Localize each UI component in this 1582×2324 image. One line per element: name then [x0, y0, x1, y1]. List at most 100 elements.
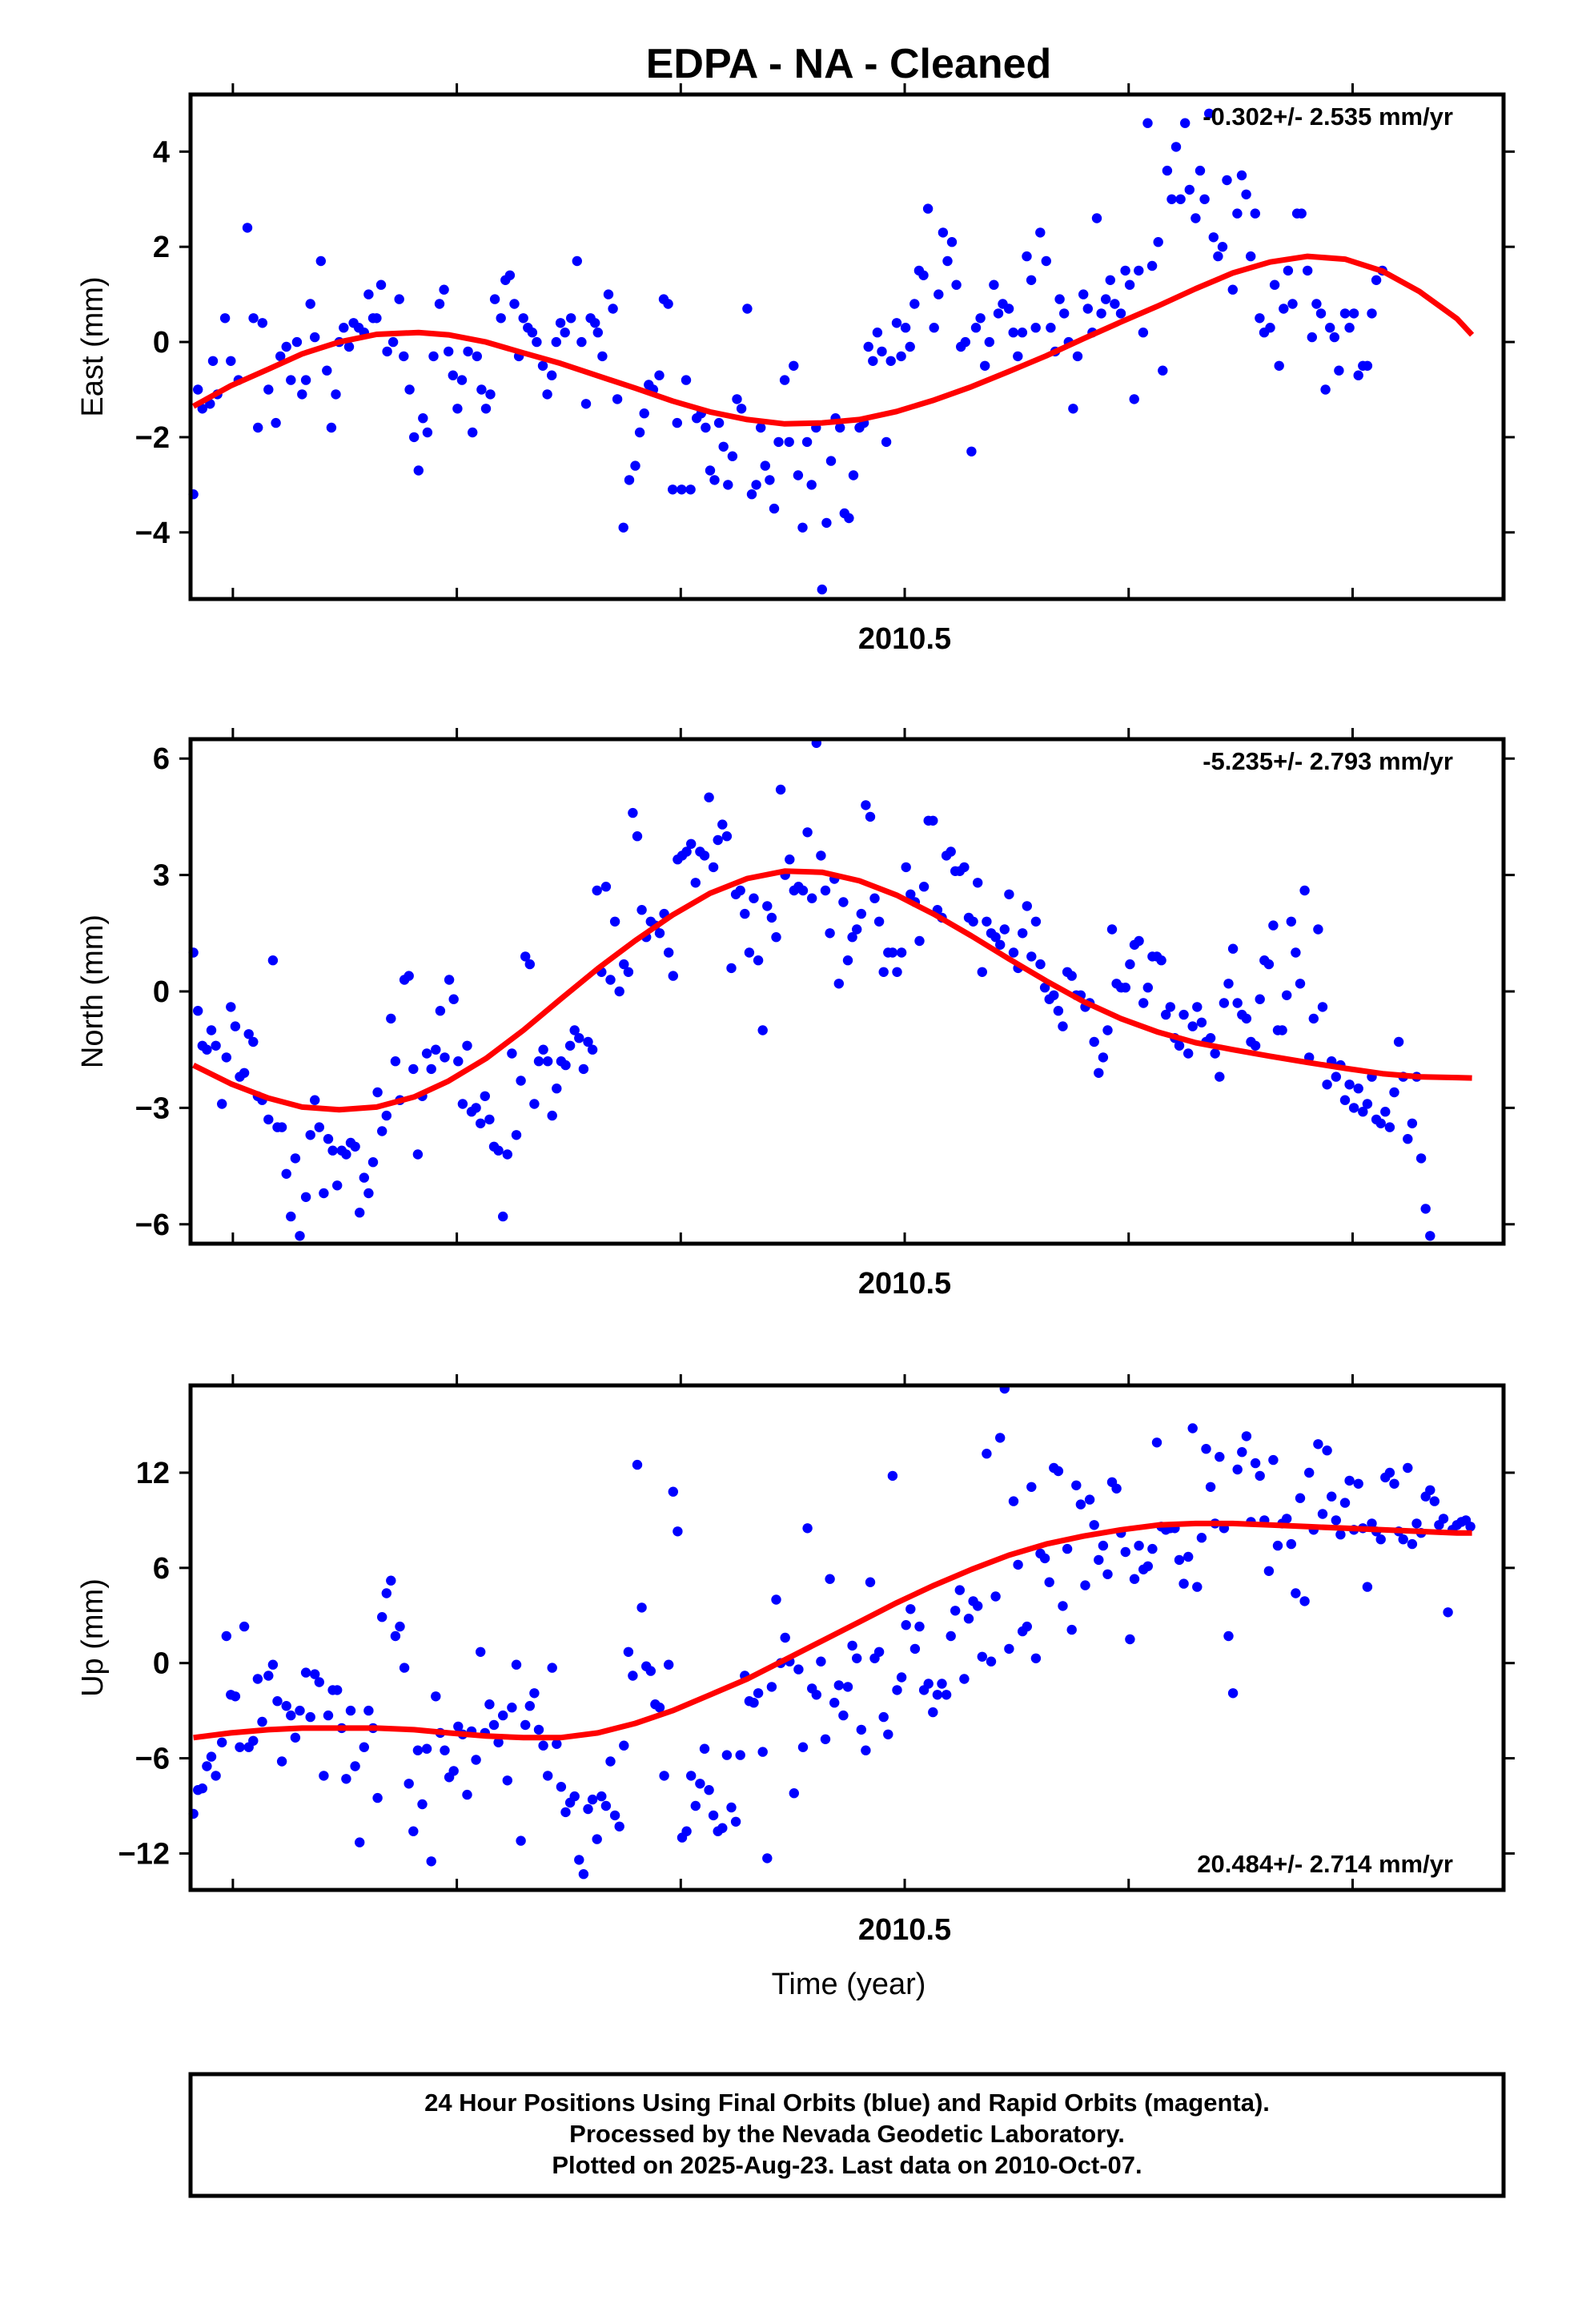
- data-point-north-212: [1142, 983, 1154, 993]
- data-point-north-216: [1161, 1009, 1171, 1020]
- data-point-up-113: [699, 1743, 710, 1754]
- data-point-east-201: [1158, 365, 1168, 376]
- data-point-up-109: [681, 1826, 692, 1836]
- data-point-north-28: [319, 1188, 329, 1199]
- data-point-north-63: [476, 1118, 486, 1129]
- data-point-up-181: [1004, 1643, 1014, 1655]
- data-point-east-98: [677, 485, 687, 495]
- data-point-east-7: [226, 356, 236, 366]
- data-point-east-189: [1101, 294, 1111, 304]
- data-point-up-192: [1053, 1466, 1064, 1477]
- data-point-up-80: [552, 1739, 562, 1749]
- data-point-east-173: [1026, 275, 1037, 285]
- footer-line-1: 24 Hour Positions Using Final Orbits (bl…: [424, 2089, 1270, 2117]
- data-point-east-140: [872, 328, 883, 338]
- data-point-north-22: [290, 1153, 301, 1164]
- footer-line-3: Plotted on 2025-Aug-23. Last data on 201…: [552, 2151, 1142, 2179]
- data-point-up-209: [1129, 1574, 1140, 1584]
- data-point-east-51: [452, 404, 463, 414]
- data-point-north-78: [543, 1056, 553, 1067]
- data-point-up-149: [861, 1745, 871, 1755]
- data-point-up-246: [1295, 1493, 1306, 1503]
- data-point-east-76: [572, 255, 582, 267]
- data-point-up-69: [502, 1775, 512, 1786]
- data-point-east-168: [1003, 304, 1014, 314]
- data-point-north-215: [1156, 955, 1166, 966]
- data-point-north-76: [533, 1056, 544, 1067]
- data-point-north-234: [1241, 1013, 1252, 1024]
- data-point-east-85: [612, 394, 623, 404]
- data-point-up-278: [1438, 1514, 1449, 1524]
- data-point-east-23: [315, 255, 326, 267]
- data-point-north-20: [281, 1168, 291, 1180]
- data-point-north-129: [771, 932, 781, 943]
- data-point-north-23: [295, 1231, 305, 1241]
- data-point-north-60: [462, 1040, 472, 1051]
- data-point-up-31: [332, 1685, 343, 1695]
- data-point-up-86: [578, 1869, 589, 1880]
- data-point-north-161: [914, 935, 925, 947]
- plot-frame-east: [188, 92, 1506, 601]
- data-point-up-5: [211, 1771, 221, 1781]
- data-point-up-91: [600, 1800, 612, 1811]
- data-point-east-233: [1307, 332, 1318, 343]
- data-point-up-107: [673, 1526, 683, 1537]
- data-point-north-16: [263, 1114, 274, 1125]
- data-point-north-270: [1403, 1134, 1413, 1144]
- data-point-north-39: [367, 1157, 379, 1168]
- data-point-up-93: [609, 1810, 620, 1821]
- data-point-up-195: [1066, 1624, 1077, 1635]
- data-point-east-164: [984, 336, 995, 348]
- y-tick-label-east-2: 0: [153, 326, 170, 360]
- data-point-east-129: [821, 517, 832, 529]
- data-point-north-187: [1030, 916, 1042, 927]
- data-point-north-84: [569, 1025, 580, 1035]
- data-point-north-106: [668, 971, 678, 981]
- data-point-north-49: [412, 1149, 424, 1160]
- data-point-east-234: [1311, 299, 1322, 309]
- data-point-north-58: [453, 1056, 464, 1067]
- data-point-up-156: [892, 1685, 902, 1695]
- data-point-east-81: [592, 328, 603, 338]
- data-point-north-99: [636, 905, 647, 915]
- data-point-north-202: [1098, 1052, 1109, 1063]
- data-point-east-41: [404, 384, 415, 395]
- data-point-up-134: [793, 1664, 804, 1675]
- data-point-east-194: [1124, 279, 1135, 290]
- data-point-east-154: [938, 227, 949, 238]
- data-point-north-72: [516, 1076, 526, 1086]
- data-point-east-111: [736, 404, 747, 414]
- data-point-north-174: [973, 878, 983, 888]
- data-point-north-6: [217, 1099, 227, 1109]
- data-point-up-4: [206, 1751, 217, 1762]
- data-point-east-67: [527, 328, 538, 338]
- data-point-east-80: [590, 318, 600, 328]
- y-axis-label-east: East (mm): [76, 276, 110, 416]
- data-point-up-248: [1304, 1467, 1315, 1478]
- data-point-up-11: [239, 1621, 250, 1632]
- data-point-up-196: [1071, 1480, 1082, 1491]
- data-point-north-139: [816, 850, 826, 861]
- data-point-north-40: [372, 1087, 383, 1098]
- y-tick-label-up-0: 12: [136, 1457, 170, 1490]
- data-point-north-254: [1331, 1072, 1342, 1082]
- data-point-up-17: [267, 1659, 279, 1670]
- data-point-north-47: [404, 971, 414, 981]
- data-point-north-261: [1362, 1099, 1373, 1109]
- data-point-north-153: [878, 967, 889, 978]
- rate-label-north: -5.235+/- 2.793 mm/yr: [1203, 747, 1453, 775]
- data-point-up-18: [272, 1696, 283, 1707]
- fit-curve-north: [192, 868, 1472, 1113]
- data-point-up-79: [547, 1663, 557, 1673]
- data-point-up-284: [1465, 1522, 1476, 1532]
- data-point-up-118: [721, 1750, 733, 1760]
- data-point-north-164: [928, 815, 938, 826]
- data-point-up-179: [995, 1433, 1006, 1443]
- data-point-up-178: [990, 1591, 1001, 1602]
- data-point-up-126: [757, 1747, 768, 1757]
- data-point-east-179: [1054, 294, 1065, 304]
- data-point-north-168: [946, 846, 956, 857]
- data-point-up-254: [1331, 1515, 1342, 1526]
- data-point-up-101: [645, 1666, 656, 1676]
- data-point-up-50: [417, 1799, 428, 1810]
